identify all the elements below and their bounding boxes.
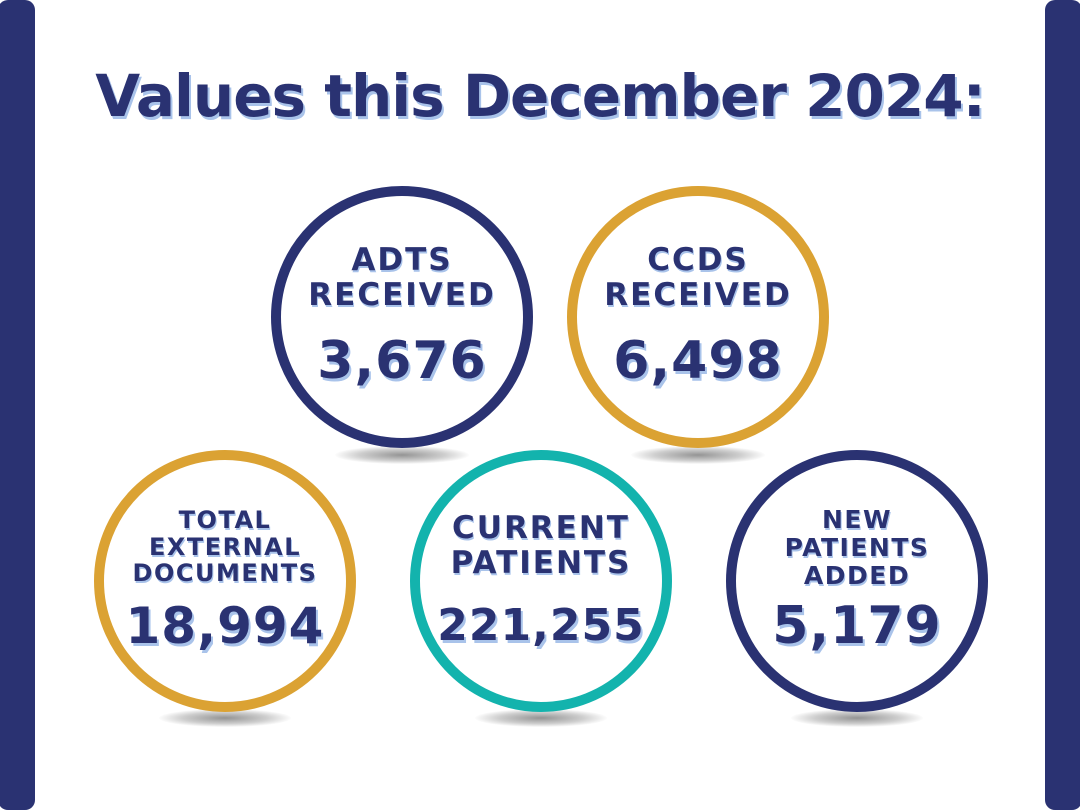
stat-circle-total-external-documents: TOTAL EXTERNAL DOCUMENTS 18,994 [94,450,356,712]
stat-value: 5,179 [772,596,942,656]
stat-value: 6,498 [613,330,783,391]
left-side-bar [0,0,35,810]
stat-label: ADTS RECEIVED [308,242,496,313]
stat-circle-shadow [159,709,291,727]
stat-circle-current-patients: CURRENT PATIENTS 221,255 [410,450,672,712]
stat-circle-shadow [475,709,607,727]
stat-circle-shadow [791,709,923,727]
stat-label: TOTAL EXTERNAL DOCUMENTS [132,505,318,588]
stat-circle-shadow [631,446,765,464]
stat-circle-new-patients-added: NEW PATIENTS ADDED 5,179 [726,450,988,712]
stat-value: 18,994 [125,597,325,656]
stat-value: 221,255 [437,600,645,652]
right-side-bar [1045,0,1080,810]
stat-label: NEW PATIENTS ADDED [784,505,930,590]
stat-circle-ccds-received: CCDS RECEIVED 6,498 [567,186,829,448]
stat-label: CURRENT PATIENTS [450,509,632,581]
stat-circle-adts-received: ADTS RECEIVED 3,676 [271,186,533,448]
page-title: Values this December 2024: [95,62,986,130]
stat-value: 3,676 [317,330,487,391]
stat-label: CCDS RECEIVED [604,242,792,313]
stat-circle-shadow [335,446,469,464]
